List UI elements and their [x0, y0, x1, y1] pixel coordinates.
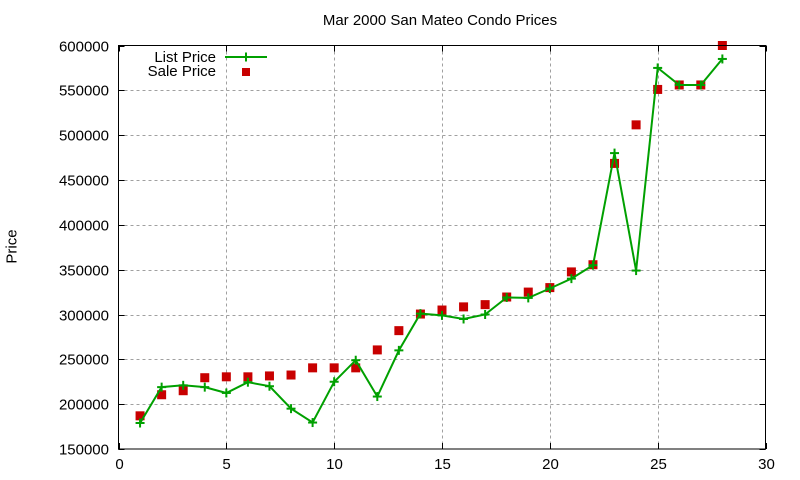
list-price-point [286, 404, 296, 414]
list-price-point [502, 292, 512, 302]
legend-square-marker-icon [242, 68, 250, 76]
list-price-point [566, 274, 576, 284]
sale-price-point [610, 158, 620, 168]
list-price-point [545, 283, 555, 293]
grid-lines [118, 45, 766, 449]
sale-price-point [221, 372, 231, 382]
sale-price-point [523, 287, 533, 297]
y-tick-label: 200000 [59, 397, 109, 414]
list-price-point [200, 382, 210, 392]
y-axis-ticks: 150000 200000 250000 300000 350000 400000 4500… [59, 39, 766, 459]
list-price-point [351, 355, 361, 365]
x-tick-label: 10 [326, 456, 343, 473]
list-price-point [394, 345, 404, 355]
list-price-point [178, 380, 188, 390]
sale-price-point [437, 305, 447, 315]
legend-label-sale-price: Sale Price [148, 63, 216, 80]
sale-price-point [308, 363, 318, 373]
sale-price-point [480, 300, 490, 310]
list-price-point [135, 418, 145, 428]
legend: List Price Sale Price [148, 49, 267, 80]
x-tick-label: 15 [434, 456, 451, 473]
legend-plus-marker-icon [241, 52, 251, 62]
list-price-point [631, 266, 641, 276]
list-price-point [329, 377, 339, 387]
sale-price-point [329, 363, 339, 373]
sale-price-point [351, 363, 361, 373]
y-tick-label: 150000 [59, 442, 109, 459]
x-tick-label: 20 [542, 456, 559, 473]
list-price-point [674, 80, 684, 90]
list-price-line [139, 58, 724, 424]
sale-price-point [178, 386, 188, 396]
sale-price-point [372, 345, 382, 355]
list-price-point [696, 80, 706, 90]
sale-price-point [459, 302, 469, 312]
sale-price-point [394, 326, 404, 336]
sale-price-point [566, 267, 576, 277]
y-tick-label: 600000 [59, 39, 109, 56]
y-tick-label: 300000 [59, 308, 109, 325]
list-price-point [717, 54, 727, 64]
list-price-point [308, 418, 318, 428]
sale-price-point [157, 390, 167, 400]
y-tick-label: 250000 [59, 352, 109, 369]
list-price-point [372, 392, 382, 402]
x-tick-label: 30 [758, 456, 775, 473]
y-tick-label: 550000 [59, 83, 109, 100]
sale-price-point [631, 120, 641, 130]
sale-price-point [653, 84, 663, 94]
plot-area [135, 41, 727, 428]
list-price-point [157, 382, 167, 392]
sale-price-point [135, 411, 145, 421]
list-price-point [459, 314, 469, 324]
list-price-point [221, 388, 231, 398]
legend-plus [241, 52, 251, 62]
chart-title: Mar 2000 San Mateo Condo Prices [322, 12, 558, 29]
x-axis-ticks: 0 5 10 15 20 25 30 [115, 45, 775, 473]
legend-label-list-price: List Price [154, 49, 216, 66]
x-tick-label: 0 [115, 456, 123, 473]
y-tick-label: 500000 [59, 128, 109, 145]
list-price-point [653, 63, 663, 73]
sale-price-point [200, 373, 210, 383]
x-tick-label: 25 [650, 456, 667, 473]
y-tick-label: 400000 [59, 218, 109, 235]
list-price-point [523, 293, 533, 303]
list-price-point [588, 260, 598, 270]
list-price-point [415, 309, 425, 319]
list-price-point [610, 148, 620, 158]
list-price-point [243, 377, 253, 387]
sale-price-point [243, 372, 253, 382]
x-tick-label: 5 [222, 456, 230, 473]
y-tick-label: 450000 [59, 173, 109, 190]
list-price-point [480, 310, 490, 319]
list-price-point [264, 381, 274, 391]
sale-price-point [286, 370, 296, 380]
list-price-point [437, 310, 447, 320]
y-axis-label: Price [3, 229, 21, 264]
y-tick-label: 350000 [59, 263, 109, 280]
sale-price-point [264, 371, 274, 381]
